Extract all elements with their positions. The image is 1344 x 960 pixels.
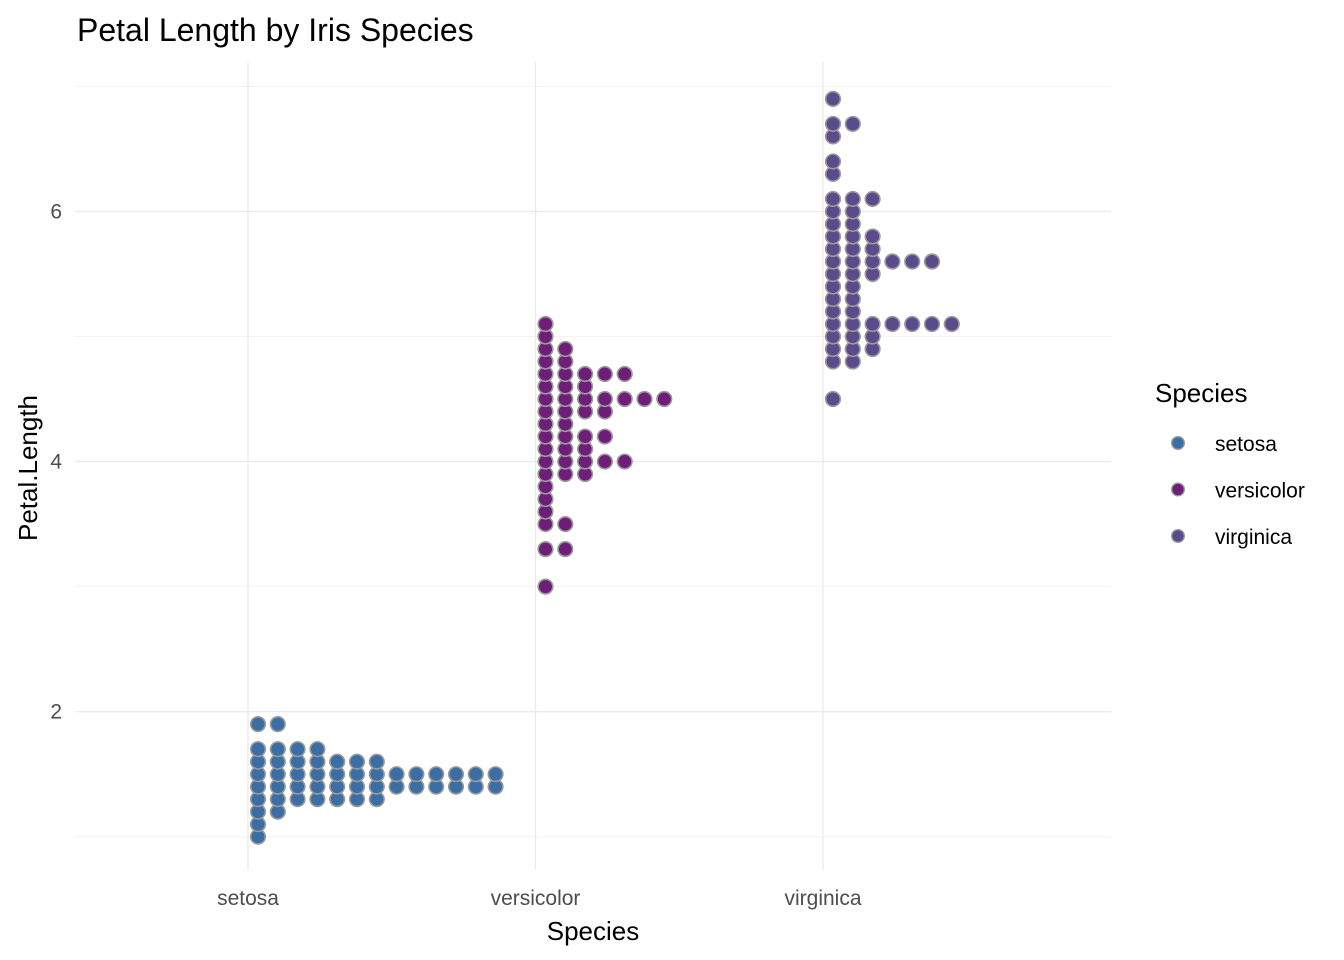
data-dot-setosa (428, 766, 445, 783)
data-dot-versicolor (636, 390, 653, 408)
data-dot-versicolor (537, 315, 554, 333)
data-dot-virginica (824, 153, 842, 170)
data-dot-setosa (269, 716, 286, 733)
data-dot-versicolor (656, 390, 673, 408)
data-dot-setosa (368, 753, 385, 770)
data-dot-setosa (329, 753, 346, 770)
data-dot-virginica (904, 253, 921, 270)
y-axis-title: Petal.Length (13, 395, 43, 541)
legend: Species setosa versicolor virginica (1155, 378, 1305, 549)
data-dot-setosa (408, 766, 425, 783)
data-dot-versicolor (596, 390, 614, 408)
y-axis-ticks: 2 4 6 (50, 200, 62, 723)
data-dot-versicolor (616, 365, 633, 383)
legend-label-setosa: setosa (1215, 433, 1277, 456)
data-dot-setosa (249, 716, 267, 733)
data-dot-virginica (884, 315, 901, 333)
data-dot-virginica (844, 115, 861, 133)
data-dot-virginica (824, 90, 842, 108)
data-dot-setosa (309, 741, 326, 758)
data-dot-versicolor (596, 365, 614, 383)
legend-label-virginica: virginica (1215, 526, 1292, 549)
data-dot-versicolor (616, 453, 633, 470)
legend-key-virginica (1170, 529, 1185, 544)
data-dot-versicolor (557, 540, 574, 558)
data-dot-setosa (249, 741, 267, 758)
data-dot-setosa (289, 741, 306, 758)
data-dot-virginica (824, 115, 842, 133)
y-tick-label: 6 (50, 200, 62, 223)
data-dot-virginica (864, 315, 881, 333)
data-dot-virginica (864, 228, 881, 245)
y-tick-label: 2 (50, 701, 62, 724)
x-tick-label: versicolor (491, 887, 581, 910)
legend-key-versicolor (1170, 482, 1185, 497)
data-dot-setosa (388, 766, 405, 783)
data-dot-versicolor (537, 578, 554, 595)
data-dot-virginica (824, 390, 842, 408)
legend-label-versicolor: versicolor (1215, 480, 1305, 503)
data-dot-virginica (824, 190, 842, 208)
data-dot-virginica (923, 253, 941, 270)
data-dot-versicolor (596, 453, 614, 470)
x-tick-label: setosa (217, 887, 279, 910)
data-dot-versicolor (557, 340, 574, 358)
data-dot-virginica (884, 253, 901, 270)
data-dot-versicolor (576, 365, 594, 383)
data-dot-versicolor (616, 390, 633, 408)
data-dot-virginica (864, 190, 881, 208)
data-dot-setosa (269, 741, 286, 758)
data-dot-versicolor (596, 428, 614, 445)
x-axis-title: Species (547, 916, 640, 946)
y-tick-label: 4 (50, 451, 62, 474)
chart-title: Petal Length by Iris Species (77, 12, 474, 48)
data-dot-versicolor (576, 428, 594, 445)
data-dot-setosa (348, 753, 366, 770)
data-dot-virginica (904, 315, 921, 333)
legend-key-setosa (1170, 436, 1185, 451)
data-dot-setosa (447, 766, 465, 783)
data-dot-setosa (467, 766, 484, 783)
data-dot-virginica (943, 315, 960, 333)
data-dot-versicolor (557, 515, 574, 533)
data-dot-versicolor (537, 540, 554, 558)
data-dots (249, 90, 960, 845)
data-dot-virginica (844, 190, 861, 208)
data-dot-setosa (487, 766, 504, 783)
x-axis-ticks: setosa versicolor virginica (217, 887, 862, 910)
data-dot-virginica (923, 315, 941, 333)
grid-lines (75, 62, 1111, 870)
legend-title: Species (1155, 378, 1248, 408)
x-tick-label: virginica (784, 887, 861, 910)
